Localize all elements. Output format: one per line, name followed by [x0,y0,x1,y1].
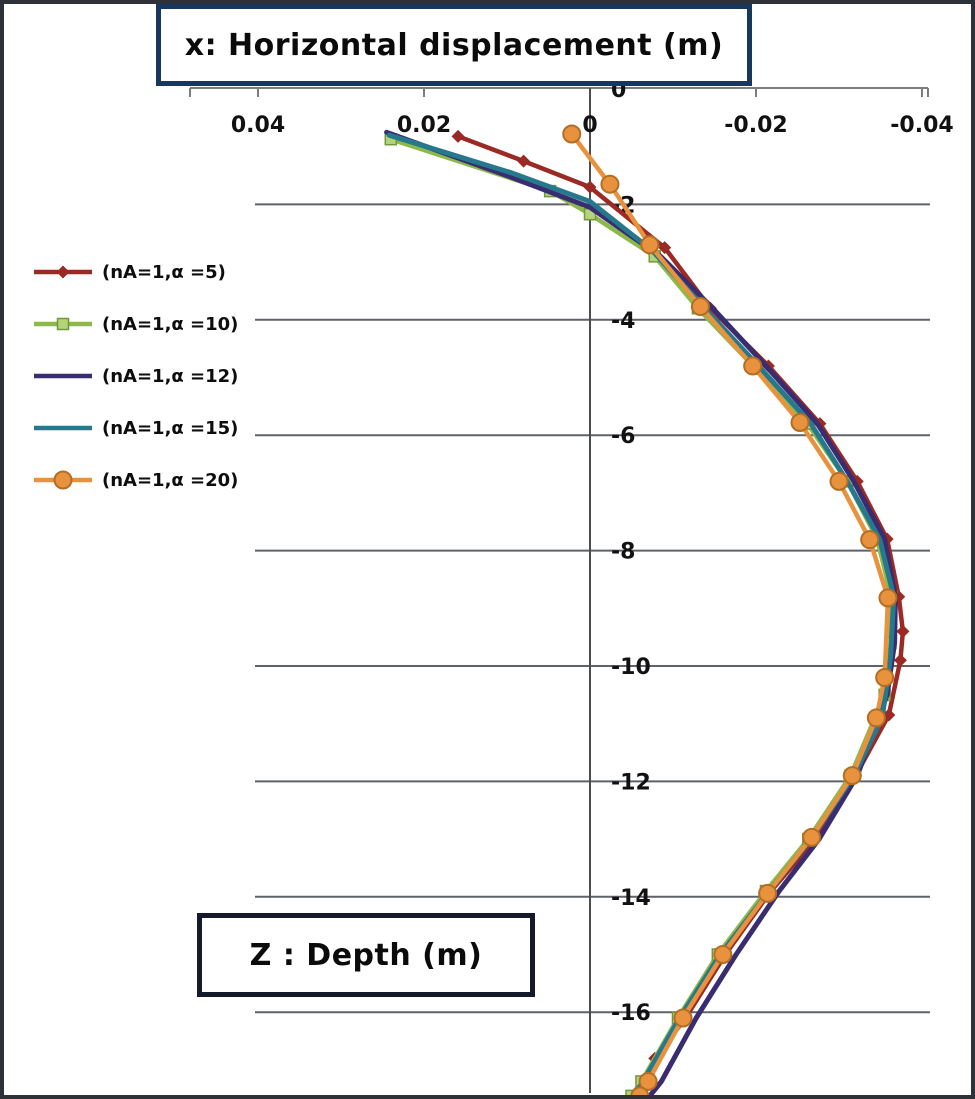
legend-swatch [34,425,92,431]
legend-label: (nA=1,α =5) [102,261,226,283]
legend-item: (nA=1,α =15) [33,402,268,454]
series-marker-diamond [893,653,907,667]
legend-swatch [34,373,92,379]
legend-swatch [34,470,92,490]
series-marker-square [56,317,70,331]
series-marker-circle [638,1071,658,1091]
series-marker-circle [758,883,778,903]
x-tick-label: -0.02 [724,113,787,138]
series-marker-circle [562,124,582,144]
x-tick-label: -0.04 [890,113,953,138]
series-marker-diamond [451,129,465,143]
z-axis-title: Z : Depth (m) [249,937,483,973]
series-marker-circle [802,827,822,847]
series-marker-circle [875,668,895,688]
series-marker-circle [713,945,733,964]
legend-item: (nA=1,α =12) [33,350,268,402]
legend-label: (nA=1,α =15) [102,417,239,439]
chart-legend: (nA=1,α =5) (nA=1,α =10) (nA=1,α =12) (nA=1… [33,246,268,506]
legend-item: (nA=1,α =20) [33,454,268,506]
y-tick-label: -14 [611,886,651,911]
legend-label: (nA=1,α =20) [102,469,239,491]
x-tick-label: 0.02 [397,113,451,138]
z-axis-title-box: Z : Depth (m) [197,913,535,997]
legend-label: (nA=1,α =12) [102,365,239,387]
y-tick-label: -8 [611,540,635,565]
y-tick-label: -6 [611,424,635,449]
series-marker-circle [640,235,660,255]
y-tick-label: -10 [611,655,651,680]
series-marker-diamond [517,154,531,168]
series-marker-diamond [583,180,597,194]
series-marker-circle [790,413,810,433]
series-marker-circle [878,588,898,608]
legend-label: (nA=1,α =10) [102,313,239,335]
series-marker-circle [53,470,73,490]
y-tick-label: -12 [611,770,651,795]
series-marker-circle [690,297,710,317]
series-marker-diamond [56,265,70,279]
series-(nA=1,α =20) [562,124,898,1099]
series-marker-diamond [658,241,672,255]
legend-swatch [34,317,92,331]
legend-item: (nA=1,α =10) [33,298,268,350]
series-marker-circle [842,766,862,786]
y-tick-label: -16 [611,1001,651,1026]
series-marker-circle [866,708,886,728]
x-tick-label: 0 [582,113,597,138]
x-axis-title: x: Horizontal displacement (m) [184,27,724,63]
legend-swatch [34,265,92,279]
y-tick-label: -4 [611,309,635,334]
series-marker-circle [630,1086,650,1099]
series-line [569,131,891,1099]
series-marker-circle [829,471,849,491]
legend-item: (nA=1,α =5) [33,246,268,298]
series-marker-diamond [896,624,910,638]
series-marker-circle [743,356,763,376]
x-tick-label: 0.04 [231,113,285,138]
x-axis-title-box: x: Horizontal displacement (m) [156,4,752,86]
series-marker-circle [860,530,880,550]
series-marker-circle [673,1008,693,1028]
series-marker-circle [600,174,620,194]
